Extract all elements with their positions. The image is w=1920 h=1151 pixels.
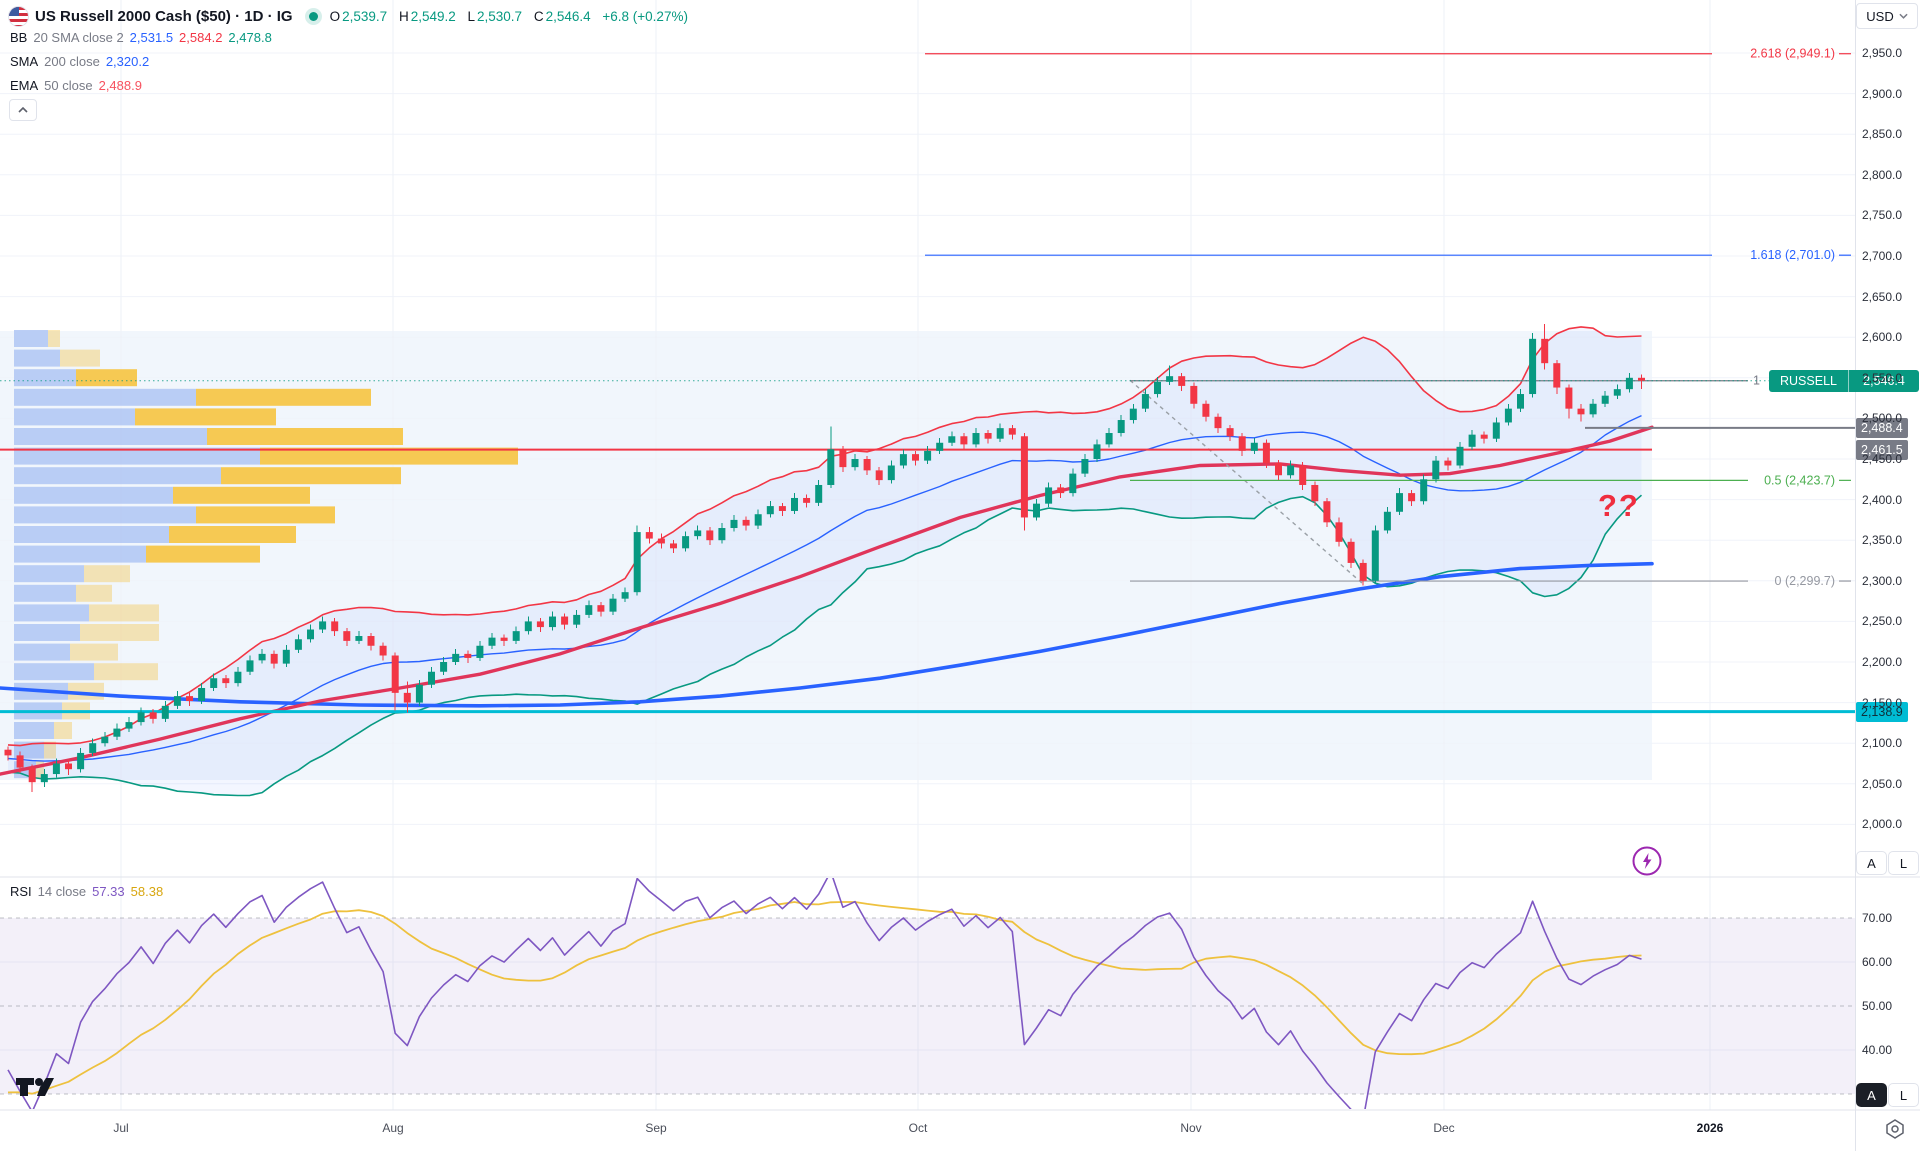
symbol-price-badge[interactable]: RUSSELL 2,546.4 — [1769, 369, 1919, 392]
indicator-legend-ema[interactable]: EMA 50 close 2,488.9 — [10, 78, 142, 93]
price-pane-log-scale-button[interactable]: L — [1888, 851, 1919, 875]
tradingview-logo[interactable] — [14, 1075, 56, 1099]
indicator-name: BB — [10, 30, 28, 45]
price-tick-label: 2,100.0 — [1862, 736, 1903, 751]
rsi-pane-log-scale-button[interactable]: L — [1888, 1083, 1919, 1107]
rsi-pane-auto-scale-button[interactable]: A — [1856, 1083, 1887, 1107]
low-label: L — [467, 9, 476, 24]
fib-label: 2.618 (2,949.1) — [1750, 47, 1835, 61]
price-tick-label: 2,150.0 — [1862, 695, 1903, 710]
rsi-legend[interactable]: RSI 14 close 57.33 58.38 — [10, 884, 163, 899]
price-tick-label: 2,800.0 — [1862, 167, 1903, 182]
close-value: 2,546.4 — [545, 9, 591, 24]
time-axis-label: Jul — [113, 1121, 129, 1135]
chevron-down-icon — [1899, 13, 1908, 19]
time-axis-label: Nov — [1180, 1121, 1202, 1135]
rsi-name: RSI — [10, 884, 32, 899]
gray-line-price-badge[interactable]: 2,461.5 — [1856, 439, 1908, 460]
price-tick-label: 2,750.0 — [1862, 208, 1903, 223]
sma200-value: 2,320.2 — [105, 54, 150, 69]
time-axis-label: Aug — [382, 1121, 404, 1135]
time-axis-label: 2026 — [1696, 1121, 1724, 1135]
price-tick-label: 2,000.0 — [1862, 817, 1903, 832]
bb-upper-value: 2,584.2 — [179, 30, 223, 45]
time-axis-label: Oct — [908, 1121, 928, 1135]
indicator-name: SMA — [10, 54, 39, 69]
high-value: 2,549.2 — [410, 9, 456, 24]
price-tick-label: 2,500.0 — [1862, 411, 1903, 426]
symbol-price-badge-label: RUSSELL — [1769, 369, 1849, 392]
price-tick-label: 2,400.0 — [1862, 492, 1903, 507]
bb-basis-value: 2,531.5 — [129, 30, 174, 45]
collapse-legend-button[interactable] — [9, 99, 37, 121]
rsi-ma-value: 58.38 — [130, 884, 164, 899]
price-tick-label: 2,200.0 — [1862, 655, 1903, 669]
rsi-tick-label: 40.00 — [1862, 1043, 1893, 1057]
price-tick-label: 2,950.0 — [1862, 46, 1903, 60]
ema50-value: 2,488.9 — [98, 78, 142, 93]
us-flag-icon — [8, 6, 29, 27]
price-tick-label: 2,900.0 — [1862, 86, 1903, 101]
currency-dropdown[interactable]: USD — [1856, 3, 1918, 29]
rsi-tick-label: 70.00 — [1862, 911, 1893, 925]
currency-label: USD — [1866, 8, 1894, 24]
rsi-value: 57.33 — [92, 884, 125, 899]
chevron-up-icon — [18, 107, 28, 113]
time-axis-label: Dec — [1433, 1121, 1455, 1135]
object-tree-eye-icon[interactable] — [1884, 1118, 1906, 1140]
open-value: 2,539.7 — [342, 9, 388, 24]
symbol-price-badge-value: 2,546.4 — [1849, 369, 1919, 392]
price-tick-label: 2,350.0 — [1862, 533, 1903, 548]
rsi-tick-label: 50.00 — [1862, 999, 1893, 1013]
fib-label: 0.5 (2,423.7) — [1764, 473, 1835, 487]
indicator-params: 200 close — [44, 54, 100, 69]
indicator-params: 20 SMA close 2 — [33, 30, 124, 45]
price-tick-label: 2,600.0 — [1862, 330, 1903, 345]
price-tick-label: 2,250.0 — [1862, 614, 1903, 629]
price-pane-auto-scale-button[interactable]: A — [1856, 851, 1887, 875]
change-value: +6.8 (+0.27%) — [602, 9, 688, 24]
price-tick-label: 2,450.0 — [1862, 452, 1903, 466]
fib-label: 0 (2,299.7) — [1775, 574, 1835, 588]
rsi-params: 14 close — [37, 884, 87, 899]
rsi-tick-label: 60.00 — [1862, 955, 1893, 969]
open-label: O — [329, 9, 341, 24]
time-axis-label: Sep — [645, 1121, 667, 1135]
high-label: H — [398, 9, 409, 24]
market-open-dot-icon — [308, 12, 318, 21]
indicator-name: EMA — [10, 78, 39, 93]
close-label: C — [533, 9, 544, 24]
indicator-legend-sma[interactable]: SMA 200 close 2,320.2 — [10, 54, 149, 69]
price-tick-label: 2,700.0 — [1862, 249, 1903, 263]
symbol-legend[interactable]: US Russell 2000 Cash ($50) · 1D · IG O 2,… — [8, 6, 690, 27]
low-value: 2,530.7 — [477, 9, 523, 24]
price-tick-label: 2,300.0 — [1862, 573, 1903, 588]
indicator-params: 50 close — [44, 78, 93, 93]
fib-label: 1.618 (2,701.0) — [1750, 248, 1835, 262]
price-tick-label: 2,550.0 — [1862, 370, 1903, 385]
lightning-bolt-icon[interactable] — [1630, 844, 1664, 878]
price-tick-label: 2,050.0 — [1862, 776, 1903, 791]
ohlc-readout: O 2,539.7 H 2,549.2 L 2,530.7 C 2,546.4 +6.8… — [330, 9, 690, 24]
price-tick-label: 2,650.0 — [1862, 289, 1903, 304]
gray-line-price-badge[interactable]: 2,488.4 — [1856, 417, 1908, 438]
cyan-line-price-badge[interactable]: 2,138.9 — [1856, 701, 1908, 722]
symbol-title[interactable]: US Russell 2000 Cash ($50) · 1D · IG — [35, 8, 293, 25]
indicator-legend-bb[interactable]: BB 20 SMA close 2 2,531.5 2,584.2 2,478.… — [10, 30, 272, 45]
bb-lower-value: 2,478.8 — [228, 30, 272, 45]
question-marks-annotation[interactable]: ?? — [1598, 488, 1640, 523]
price-tick-label: 2,850.0 — [1862, 127, 1903, 142]
price-scale-divider — [1855, 0, 1856, 1151]
